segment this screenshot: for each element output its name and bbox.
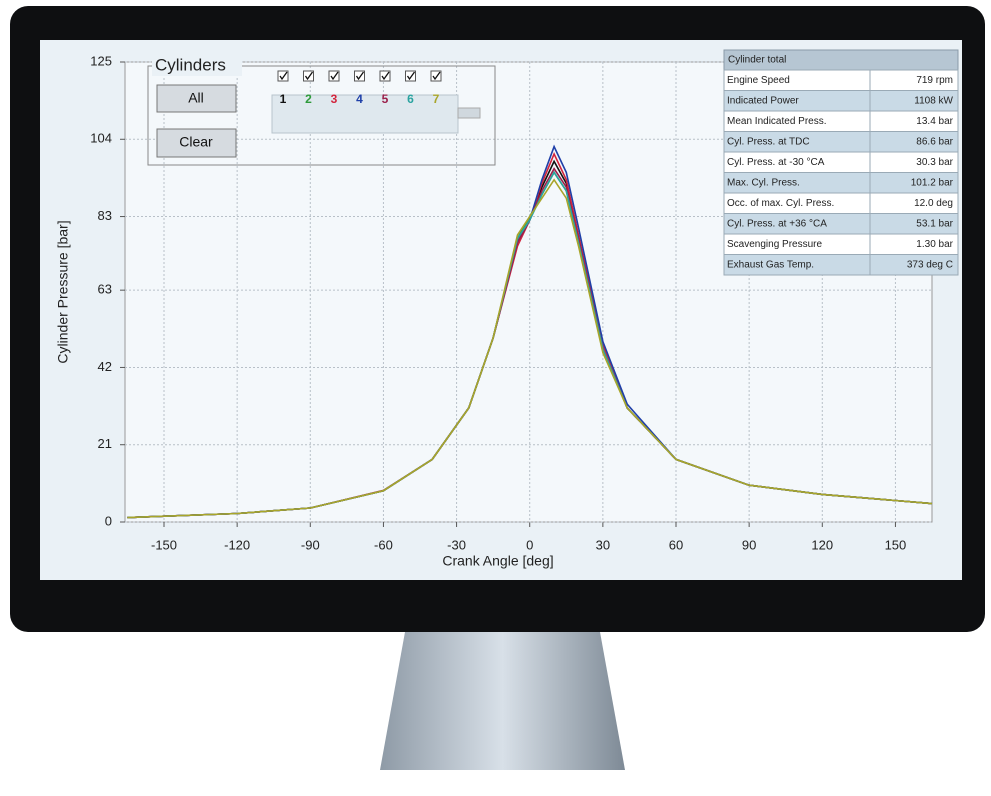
table-row <box>723 254 959 276</box>
cylinder-number: 3 <box>331 92 338 106</box>
check-mark <box>381 71 390 81</box>
row-label: Occ. of max. Cyl. Press. <box>727 198 834 209</box>
slider-handle[interactable] <box>457 107 481 119</box>
button[interactable] <box>156 84 237 113</box>
cylinder-number: 1 <box>280 92 287 106</box>
panel-frame <box>147 65 496 166</box>
row-label: Max. Cyl. Press. <box>727 177 800 188</box>
table-header: Cylinder total <box>728 55 786 66</box>
check-mark <box>432 71 441 81</box>
x-tick-label: 0 <box>526 537 533 552</box>
cylinder-checkbox[interactable] <box>354 70 365 82</box>
check-mark <box>406 71 416 81</box>
x-tick-label: 60 <box>669 537 683 552</box>
row-value: 373 deg C <box>907 259 953 270</box>
row-label: Exhaust Gas Temp. <box>727 259 814 270</box>
row-value: 12.0 deg <box>914 198 953 209</box>
cylinder-checkbox[interactable] <box>328 70 340 82</box>
cylinder-checkbox[interactable] <box>277 70 289 82</box>
cylinder-panel: Cylinders All Clear <box>147 55 496 166</box>
y-tick-label: 125 <box>90 53 112 68</box>
cylinder-checkbox[interactable] <box>405 70 416 82</box>
cylinder-number: 7 <box>433 92 440 106</box>
x-axis-label: Crank Angle [deg] <box>442 553 553 569</box>
x-tick-label: 120 <box>811 537 833 552</box>
row-value: 30.3 bar <box>916 157 953 168</box>
row-value: 101.2 bar <box>911 177 954 188</box>
row-label: Cyl. Press. at +36 °CA <box>727 218 827 229</box>
y-tick-label: 42 <box>98 359 112 374</box>
x-tick-label: 150 <box>885 537 907 552</box>
x-tick-label: -30 <box>447 537 466 552</box>
row-label: Mean Indicated Press. <box>727 116 827 127</box>
panel-title: Cylinders <box>155 55 226 74</box>
check-mark <box>330 71 339 81</box>
row-label: Engine Speed <box>727 75 790 86</box>
x-tick-label: -90 <box>301 537 320 552</box>
row-value: 13.4 bar <box>916 116 953 127</box>
y-tick-label: 63 <box>98 282 112 297</box>
button-label[interactable]: Clear <box>179 134 213 150</box>
row-label: Cyl. Press. at -30 °CA <box>727 157 825 168</box>
slider-box <box>271 94 459 134</box>
check-mark <box>355 71 365 81</box>
y-tick-label: 83 <box>98 208 112 223</box>
row-value: 53.1 bar <box>916 218 953 229</box>
x-tick-label: 30 <box>596 537 610 552</box>
x-tick-label: 90 <box>742 537 756 552</box>
stats-table: Cylinder total Engine Speed 719 rpm Indicat… <box>723 49 959 276</box>
cylinder-checkbox[interactable] <box>379 70 391 82</box>
pressure-curve <box>127 178 933 519</box>
button[interactable] <box>156 128 237 158</box>
check-mark <box>279 71 288 81</box>
row-value: 1.30 bar <box>916 239 953 250</box>
cylinder-number: 2 <box>305 92 312 106</box>
row-label: Cyl. Press. at TDC <box>727 136 810 147</box>
y-axis-label: Cylinder Pressure [bar] <box>55 220 71 363</box>
row-label: Indicated Power <box>727 95 799 106</box>
y-tick-label: 104 <box>90 131 112 146</box>
row-label: Scavenging Pressure <box>727 239 822 250</box>
x-tick-label: -120 <box>224 537 250 552</box>
cylinder-number: 5 <box>382 92 389 106</box>
cylinder-number: 4 <box>356 92 363 106</box>
panel-title-bg <box>152 56 242 76</box>
button-label[interactable]: All <box>188 90 204 106</box>
x-tick-label: -60 <box>374 537 393 552</box>
y-tick-label: 0 <box>105 513 112 528</box>
monitor-stand <box>380 632 625 770</box>
x-tick-label: -150 <box>151 537 177 552</box>
y-tick-label: 21 <box>98 436 112 451</box>
check-mark <box>304 71 314 81</box>
row-value: 719 rpm <box>916 75 953 86</box>
row-value: 86.6 bar <box>916 136 953 147</box>
cylinder-checkbox[interactable] <box>430 70 442 82</box>
row-value: 1108 kW <box>914 95 953 106</box>
cylinder-number: 6 <box>407 92 414 106</box>
cylinder-checkbox[interactable] <box>303 70 314 82</box>
